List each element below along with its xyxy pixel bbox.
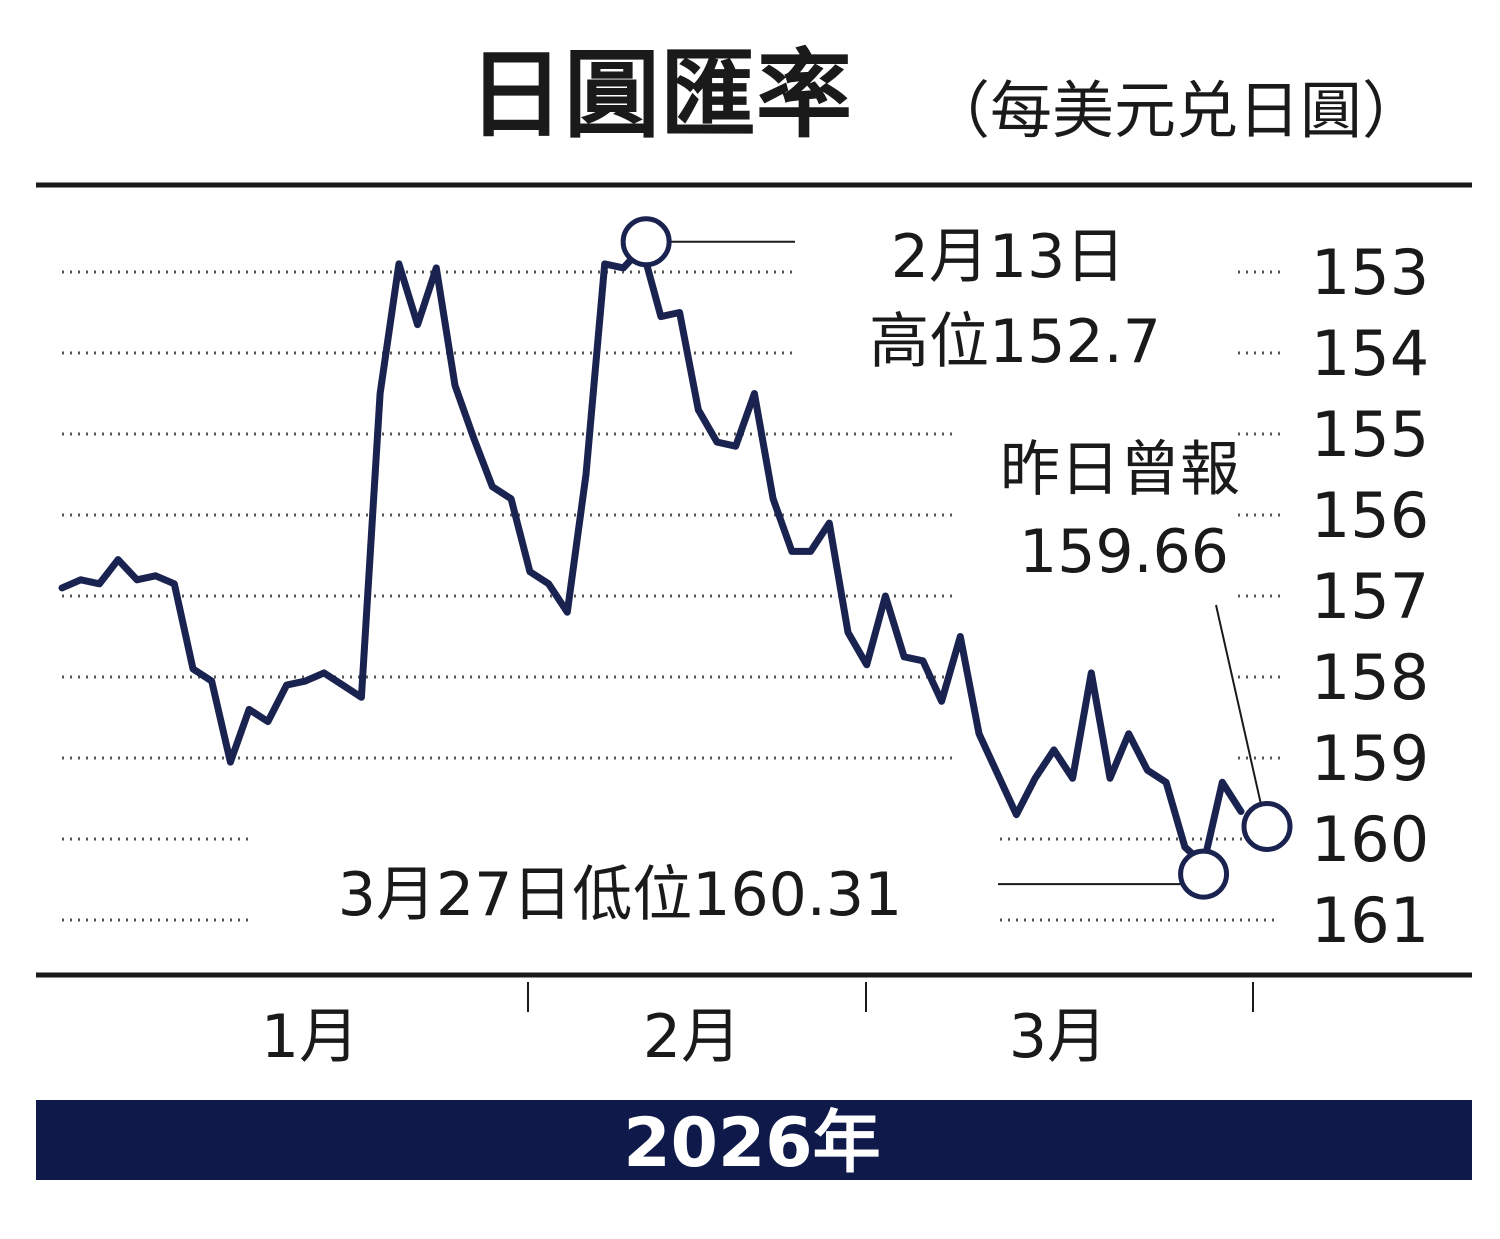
grid-lines bbox=[62, 270, 1280, 922]
month-label-mar: 3月 bbox=[1009, 1002, 1107, 1072]
chart-subtitle: （每美元兑日圓） bbox=[928, 74, 1424, 147]
y-tick-label: 161 bbox=[1311, 884, 1429, 957]
last-value-label: 159.66 bbox=[1019, 517, 1229, 587]
last-caption-label: 昨日曾報 bbox=[1000, 435, 1240, 505]
last-marker bbox=[1241, 800, 1293, 852]
series-line bbox=[58, 244, 1245, 868]
last-leader-line bbox=[1215, 604, 1262, 805]
low-label: 3月27日低位160.31 bbox=[338, 860, 902, 930]
y-tick-label: 156 bbox=[1311, 479, 1429, 552]
y-tick-label: 154 bbox=[1311, 317, 1429, 390]
chart-title: 日圓匯率 bbox=[468, 39, 852, 151]
y-tick-label: 159 bbox=[1311, 722, 1429, 795]
year-label: 2026年 bbox=[623, 1104, 880, 1183]
month-label-jan: 1月 bbox=[261, 1002, 359, 1072]
high-date-label: 2月13日 bbox=[891, 222, 1126, 292]
high-value-label: 高位152.7 bbox=[869, 307, 1161, 377]
y-tick-label: 160 bbox=[1311, 803, 1429, 876]
y-tick-label: 153 bbox=[1311, 236, 1429, 309]
y-tick-label: 155 bbox=[1311, 398, 1429, 471]
y-tick-label: 157 bbox=[1311, 560, 1429, 633]
high-marker bbox=[620, 216, 672, 268]
month-label-feb: 2月 bbox=[643, 1002, 741, 1072]
y-tick-label: 158 bbox=[1311, 641, 1429, 714]
y-axis-ticks: 153 154 155 156 157 158 159 160 161 bbox=[1311, 236, 1429, 957]
low-marker bbox=[1178, 848, 1230, 900]
year-banner bbox=[36, 1100, 1472, 1180]
